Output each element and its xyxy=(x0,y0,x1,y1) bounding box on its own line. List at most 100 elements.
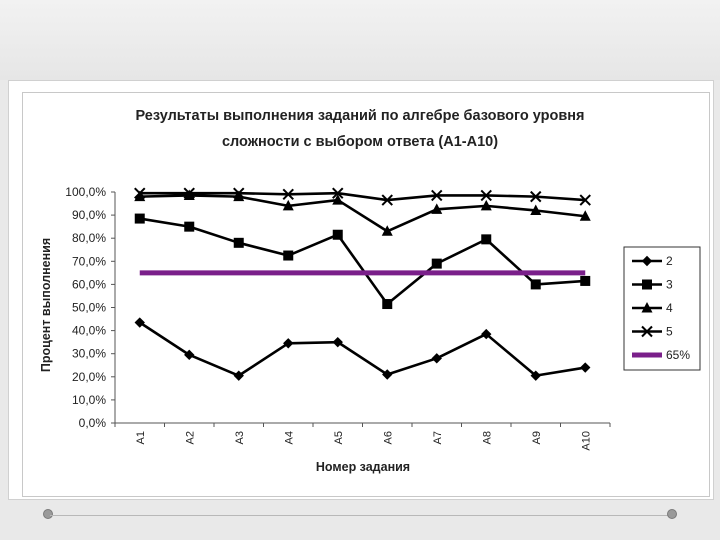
legend-label: 3 xyxy=(666,278,673,292)
data-point xyxy=(579,210,591,221)
y-tick-label: 70,0% xyxy=(72,254,106,268)
y-tick-label: 80,0% xyxy=(72,231,106,245)
legend-label: 4 xyxy=(666,301,673,315)
y-tick-label: 10,0% xyxy=(72,393,106,407)
data-point-stroke xyxy=(183,187,195,199)
slide-nav-dot-left xyxy=(43,509,53,519)
x-tick-label: A5 xyxy=(333,431,345,444)
y-tick-label: 100,0% xyxy=(65,185,106,199)
y-tick-label: 0,0% xyxy=(79,416,107,430)
data-point xyxy=(183,189,195,200)
chart-series xyxy=(134,187,591,381)
x-tick-label: A7 xyxy=(432,431,444,444)
data-point-stroke xyxy=(381,194,393,206)
x-tick-label: A4 xyxy=(283,431,295,444)
data-point xyxy=(233,187,245,199)
data-point xyxy=(431,353,442,364)
y-tick-label: 40,0% xyxy=(72,324,106,338)
chart-axes: 0,0% 10,0% 20,0% 30,0% 40,0% 50,0% 60,0% 70,0% 8… xyxy=(65,185,611,451)
data-point xyxy=(481,234,492,245)
data-point xyxy=(431,203,443,214)
chart-frame xyxy=(22,92,710,497)
x-tick-label: A8 xyxy=(481,431,493,444)
data-point xyxy=(282,188,294,201)
data-point xyxy=(233,237,244,248)
data-point-stroke xyxy=(233,187,245,199)
legend-label: 65% xyxy=(666,348,690,362)
series-3 xyxy=(134,213,591,310)
data-point xyxy=(480,199,492,211)
y-tick-label: 30,0% xyxy=(72,347,106,361)
data-point xyxy=(641,325,653,338)
data-point xyxy=(480,189,492,202)
x-tick-label: A2 xyxy=(184,431,196,444)
x-tick-label: A10 xyxy=(580,431,592,451)
data-point xyxy=(332,194,344,205)
data-point xyxy=(332,187,344,199)
data-point xyxy=(381,194,393,206)
data-point xyxy=(530,370,541,381)
data-point xyxy=(134,187,146,199)
data-point xyxy=(579,194,591,206)
data-point xyxy=(530,204,542,215)
data-point-stroke xyxy=(282,188,294,201)
data-point xyxy=(642,279,652,290)
data-point xyxy=(431,189,443,202)
data-point xyxy=(282,199,294,211)
data-point xyxy=(381,225,393,236)
y-tick-label: 20,0% xyxy=(72,370,106,384)
slide-header-band xyxy=(0,0,720,80)
legend-label: 5 xyxy=(666,325,673,339)
data-point xyxy=(530,190,542,203)
data-point-stroke xyxy=(480,189,492,202)
data-point xyxy=(134,213,145,224)
x-tick-label: A9 xyxy=(531,431,543,444)
data-point-stroke xyxy=(134,187,146,199)
data-point xyxy=(283,250,294,261)
data-point xyxy=(183,187,195,199)
data-point-stroke xyxy=(431,189,443,202)
data-point xyxy=(580,275,591,286)
data-point xyxy=(641,302,653,313)
series-line xyxy=(139,191,586,202)
data-point xyxy=(530,279,541,290)
y-tick-label: 90,0% xyxy=(72,208,106,222)
data-point xyxy=(134,190,146,202)
series-line xyxy=(139,194,586,233)
data-point-stroke xyxy=(579,194,591,206)
data-point xyxy=(283,338,294,349)
data-point xyxy=(382,369,393,380)
data-point xyxy=(332,336,343,348)
series-line xyxy=(139,217,586,306)
chart-legend: 2 3 4 5 65% xyxy=(623,246,701,371)
x-tick-label: A6 xyxy=(382,431,394,444)
data-point xyxy=(431,258,442,269)
data-point-stroke xyxy=(641,325,653,338)
chart-title: Результаты выполнения заданий по алгебре… xyxy=(135,108,585,150)
y-tick-label: 60,0% xyxy=(72,277,106,291)
data-point-stroke xyxy=(530,190,542,203)
data-point-stroke xyxy=(332,187,344,199)
data-point xyxy=(233,190,245,202)
data-point xyxy=(332,229,343,240)
y-tick-label: 50,0% xyxy=(72,301,106,315)
data-point xyxy=(481,328,492,340)
series-line xyxy=(139,321,586,377)
data-point xyxy=(580,362,591,373)
x-axis-label: Номер задания xyxy=(316,460,410,474)
data-point xyxy=(184,221,195,232)
data-point xyxy=(134,317,145,328)
data-point xyxy=(184,349,195,361)
series-5 xyxy=(134,187,591,206)
x-tick-label: A3 xyxy=(234,431,246,444)
series-2 xyxy=(134,317,591,381)
x-tick-label: A1 xyxy=(135,431,147,444)
data-point xyxy=(233,370,244,381)
legend-label: 2 xyxy=(666,254,673,268)
y-axis-label: Процент выполнения xyxy=(39,238,53,372)
data-point xyxy=(382,299,393,310)
slide-nav-dot-right xyxy=(667,509,677,519)
series-4 xyxy=(134,189,591,236)
data-point xyxy=(641,255,653,267)
